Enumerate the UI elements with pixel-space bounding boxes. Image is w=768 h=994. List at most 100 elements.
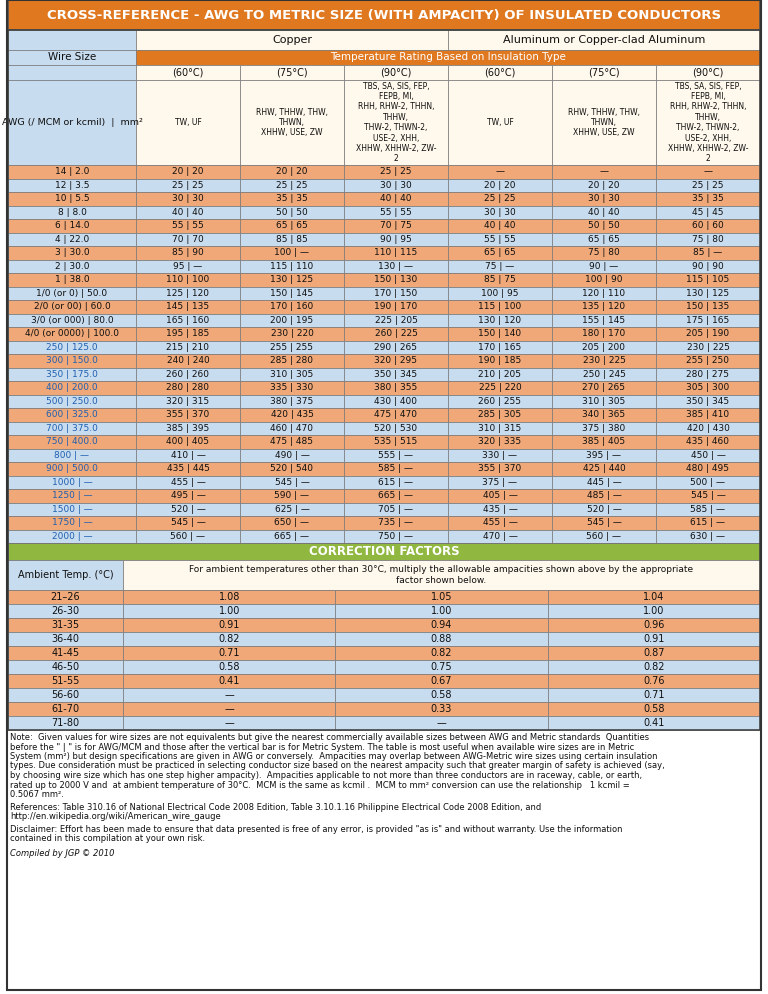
- Bar: [8, 179, 136, 192]
- Bar: [552, 462, 656, 475]
- Bar: [552, 448, 656, 462]
- Text: 115 | 105: 115 | 105: [687, 275, 730, 284]
- Text: 61-70: 61-70: [51, 704, 80, 714]
- Text: 1000 | —: 1000 | —: [51, 478, 92, 487]
- Bar: [240, 489, 344, 503]
- Text: 205 | 200: 205 | 200: [582, 343, 625, 352]
- Bar: [656, 273, 760, 286]
- Text: 320 | 295: 320 | 295: [375, 356, 418, 365]
- Text: 150 | 145: 150 | 145: [270, 288, 313, 298]
- Text: 8 | 8.0: 8 | 8.0: [58, 208, 87, 217]
- Text: 150 | 135: 150 | 135: [687, 302, 730, 311]
- Bar: [136, 30, 448, 50]
- Bar: [136, 381, 240, 395]
- Text: 110 | 100: 110 | 100: [167, 275, 210, 284]
- Bar: [8, 327, 136, 341]
- Bar: [552, 246, 656, 259]
- Text: 750 | 400.0: 750 | 400.0: [46, 437, 98, 446]
- Text: contained in this compilation at your own risk.: contained in this compilation at your ow…: [10, 834, 205, 843]
- Text: 375 | —: 375 | —: [482, 478, 518, 487]
- Text: 125 | 120: 125 | 120: [167, 288, 210, 298]
- Bar: [8, 702, 123, 716]
- Bar: [552, 435, 656, 448]
- Text: 190 | 170: 190 | 170: [374, 302, 418, 311]
- Text: 0.91: 0.91: [643, 634, 664, 644]
- Text: 280 | 275: 280 | 275: [687, 370, 730, 379]
- Bar: [552, 327, 656, 341]
- Bar: [8, 341, 136, 354]
- Text: 0.71: 0.71: [218, 648, 240, 658]
- Text: 0.5067 mm².: 0.5067 mm².: [10, 790, 64, 799]
- Text: 25 | 25: 25 | 25: [276, 181, 308, 190]
- Text: 455 | —: 455 | —: [170, 478, 205, 487]
- Text: 0.88: 0.88: [431, 634, 452, 644]
- Text: 0.41: 0.41: [643, 718, 664, 728]
- Bar: [123, 702, 336, 716]
- Text: 0.71: 0.71: [643, 690, 664, 700]
- Text: 285 | 305: 285 | 305: [478, 411, 521, 419]
- Bar: [344, 273, 448, 286]
- Bar: [240, 448, 344, 462]
- Text: 35 | 35: 35 | 35: [276, 194, 308, 203]
- Bar: [123, 660, 336, 674]
- Bar: [656, 192, 760, 206]
- Bar: [136, 80, 240, 165]
- Text: 1.04: 1.04: [643, 592, 664, 602]
- Text: AWG (/ MCM or kcmil)  |  mm²: AWG (/ MCM or kcmil) | mm²: [2, 118, 142, 127]
- Text: RHW, THHW, THW,
THWN,
XHHW, USE, ZW: RHW, THHW, THW, THWN, XHHW, USE, ZW: [256, 107, 328, 137]
- Bar: [240, 233, 344, 246]
- Text: 215 | 210: 215 | 210: [167, 343, 210, 352]
- Bar: [240, 313, 344, 327]
- Bar: [8, 435, 136, 448]
- Text: References: Table 310.16 of National Electrical Code 2008 Edition, Table 3.10.1.: References: Table 310.16 of National Ele…: [10, 802, 541, 811]
- Text: 170 | 160: 170 | 160: [270, 302, 313, 311]
- Bar: [344, 286, 448, 300]
- Text: CORRECTION FACTORS: CORRECTION FACTORS: [309, 545, 459, 558]
- Text: 705 | —: 705 | —: [379, 505, 413, 514]
- Bar: [8, 646, 123, 660]
- Bar: [240, 421, 344, 435]
- Text: —: —: [224, 704, 234, 714]
- Text: 40 | 40: 40 | 40: [380, 194, 412, 203]
- Bar: [656, 408, 760, 421]
- Bar: [344, 530, 448, 543]
- Text: 1.00: 1.00: [643, 606, 664, 616]
- Bar: [344, 408, 448, 421]
- Text: 800 | —: 800 | —: [55, 450, 90, 460]
- Bar: [552, 273, 656, 286]
- Text: 210 | 205: 210 | 205: [478, 370, 521, 379]
- Text: 20 | 20: 20 | 20: [485, 181, 516, 190]
- Bar: [548, 604, 760, 618]
- Bar: [136, 341, 240, 354]
- Bar: [656, 219, 760, 233]
- Bar: [344, 313, 448, 327]
- Text: 665 | —: 665 | —: [274, 532, 310, 541]
- Text: 55 | 55: 55 | 55: [172, 222, 204, 231]
- Text: 300 | 150.0: 300 | 150.0: [46, 356, 98, 365]
- Bar: [344, 259, 448, 273]
- Bar: [552, 381, 656, 395]
- Bar: [548, 702, 760, 716]
- Bar: [448, 462, 552, 475]
- Bar: [240, 327, 344, 341]
- Bar: [448, 341, 552, 354]
- Text: 520 | —: 520 | —: [170, 505, 205, 514]
- Text: 0.58: 0.58: [431, 690, 452, 700]
- Text: 0.58: 0.58: [643, 704, 664, 714]
- Bar: [8, 381, 136, 395]
- Bar: [448, 300, 552, 313]
- Bar: [136, 165, 240, 179]
- Bar: [448, 530, 552, 543]
- Text: 26-30: 26-30: [51, 606, 80, 616]
- Text: (90°C): (90°C): [380, 68, 412, 78]
- Bar: [344, 448, 448, 462]
- Text: 20 | 20: 20 | 20: [172, 167, 204, 176]
- Bar: [8, 475, 136, 489]
- Bar: [136, 530, 240, 543]
- Text: 90 | 90: 90 | 90: [692, 261, 724, 270]
- Bar: [448, 354, 552, 368]
- Bar: [448, 165, 552, 179]
- Text: 90 | —: 90 | —: [589, 261, 619, 270]
- Text: 20 | 20: 20 | 20: [588, 181, 620, 190]
- Bar: [136, 503, 240, 516]
